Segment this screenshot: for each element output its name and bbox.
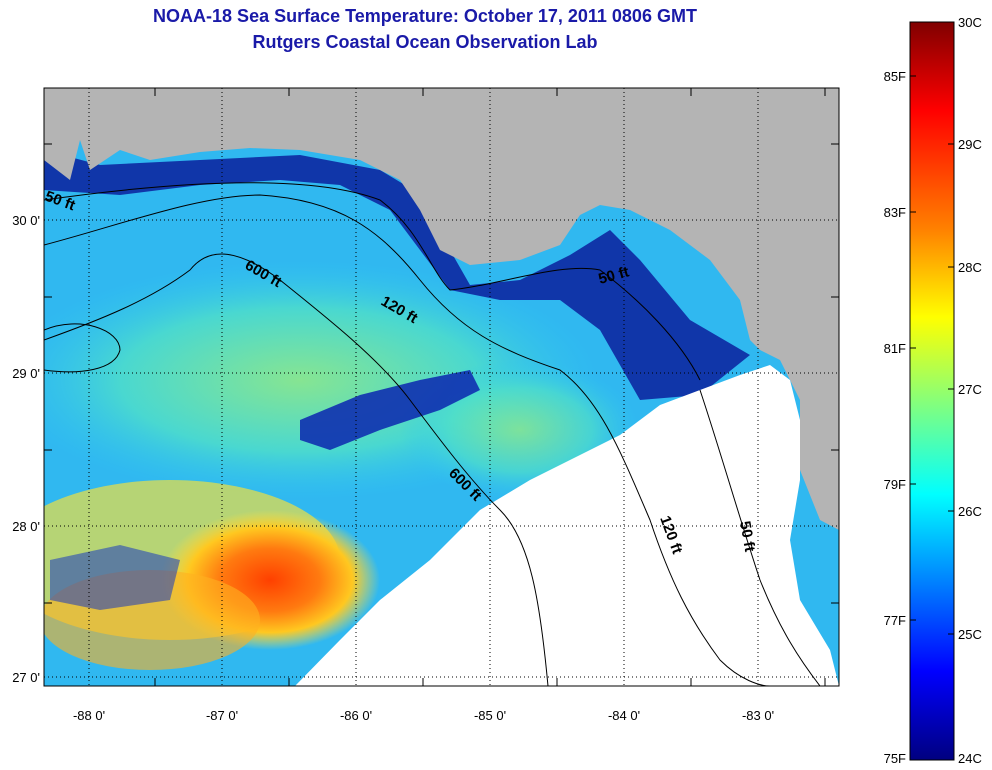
map-frame xyxy=(43,87,840,687)
map-subtitle: Rutgers Coastal Ocean Observation Lab xyxy=(252,32,598,52)
sst-cold-patch xyxy=(50,545,180,610)
colorbar-celsius-label: 24C xyxy=(958,751,982,766)
lon-tick-label: -88 0' xyxy=(73,708,105,723)
colorbar-celsius-label: 26C xyxy=(958,504,982,519)
contour-120ft xyxy=(44,194,771,686)
colorbar-gradient xyxy=(909,21,955,761)
contour-label: 50 ft xyxy=(736,520,758,553)
lat-tick-label: 27 0' xyxy=(12,670,40,685)
land-mass xyxy=(44,88,839,530)
lat-tick-label: 30 0' xyxy=(12,213,40,228)
lat-tick-label: 28 0' xyxy=(12,519,40,534)
no-data-region xyxy=(295,365,839,686)
colorbar: 30C 29C 28C 27C 26C 25C 24C 85F 83F 81F … xyxy=(884,15,982,766)
colorbar-celsius-label: 28C xyxy=(958,260,982,275)
contour-50ft-east xyxy=(699,389,821,686)
contour-600ft xyxy=(44,253,549,686)
lon-tick-label: -84 0' xyxy=(608,708,640,723)
colorbar-celsius-label: 29C xyxy=(958,137,982,152)
colorbar-ticks xyxy=(910,75,954,635)
sst-cold-patch xyxy=(300,370,480,450)
lon-tick-label: -87 0' xyxy=(206,708,238,723)
colorbar-fahrenheit-label: 83F xyxy=(884,205,906,220)
colorbar-fahrenheit-label: 79F xyxy=(884,477,906,492)
colorbar-celsius-label: 30C xyxy=(958,15,982,30)
colorbar-celsius-label: 25C xyxy=(958,627,982,642)
contour-50ft xyxy=(44,182,701,381)
lon-tick-label: -86 0' xyxy=(340,708,372,723)
colorbar-fahrenheit-label: 81F xyxy=(884,341,906,356)
colorbar-celsius-label: 27C xyxy=(958,382,982,397)
graticule xyxy=(44,88,839,686)
sst-coastal-cold xyxy=(44,150,750,400)
colorbar-fahrenheit-label: 77F xyxy=(884,613,906,628)
lat-tick-label: 29 0' xyxy=(12,366,40,381)
map-minor-ticks xyxy=(44,88,839,686)
contour-600ft-west-loop xyxy=(44,323,121,373)
map-title: NOAA-18 Sea Surface Temperature: October… xyxy=(153,6,697,26)
map-panel: 50 ft 600 ft 120 ft 50 ft 600 ft 120 ft … xyxy=(44,88,839,686)
lon-tick-label: -83 0' xyxy=(742,708,774,723)
colorbar-fahrenheit-label: 75F xyxy=(884,751,906,766)
colorbar-fahrenheit-label: 85F xyxy=(884,69,906,84)
lon-tick-label: -85 0' xyxy=(474,708,506,723)
